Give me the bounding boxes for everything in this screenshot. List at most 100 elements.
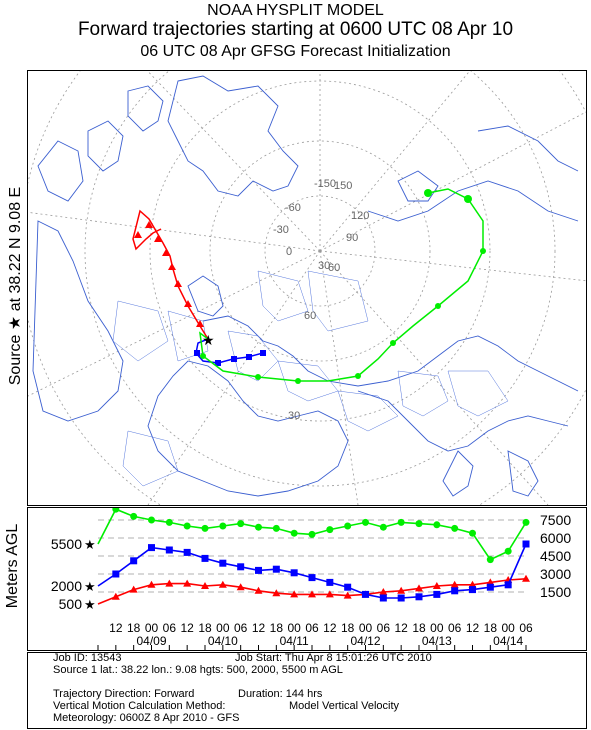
start-star-icon: ★ bbox=[84, 537, 96, 552]
vertical-method-value: Model Vertical Velocity bbox=[289, 700, 400, 712]
series-point-blue bbox=[237, 563, 245, 571]
series-point-blue bbox=[219, 559, 227, 567]
y-tick-left: 5500 bbox=[51, 536, 82, 552]
series-point-green bbox=[272, 524, 280, 532]
grid-label: 30 bbox=[288, 410, 300, 422]
x-tick-hour: 18 bbox=[412, 621, 426, 635]
series-point-red bbox=[290, 590, 299, 598]
duration: Duration: 144 hrs bbox=[238, 688, 323, 700]
series-point-green bbox=[504, 547, 512, 555]
series-point-red bbox=[522, 574, 530, 582]
series-point-red bbox=[486, 578, 495, 586]
longitude-lines bbox=[17, 60, 589, 506]
source-star-icon: ★ bbox=[202, 332, 215, 348]
x-tick-hour: 18 bbox=[340, 621, 355, 635]
x-date-label: 04/12 bbox=[350, 634, 381, 648]
job-info-panel: Job ID: 13543 Job Start: Thu Apr 8 15:01… bbox=[27, 652, 587, 729]
series-point-green bbox=[183, 522, 191, 530]
x-tick-hour: 12 bbox=[180, 621, 194, 635]
x-tick-hour: 12 bbox=[251, 621, 266, 635]
series-point-blue bbox=[326, 578, 334, 586]
series-point-blue bbox=[344, 583, 352, 591]
start-star-icon: ★ bbox=[84, 597, 96, 612]
series-point-red bbox=[272, 589, 281, 597]
series-point-red bbox=[415, 584, 423, 592]
series-point-blue bbox=[130, 557, 138, 565]
series-point-red bbox=[432, 582, 441, 589]
grid-label: -150 bbox=[314, 178, 336, 190]
y-tick-right: 3000 bbox=[540, 566, 571, 582]
series-point-green bbox=[130, 512, 138, 520]
y-tick-left: 2000 bbox=[51, 578, 82, 594]
series-point-red bbox=[147, 580, 156, 588]
x-tick-hour: 12 bbox=[109, 621, 123, 635]
series-point-blue bbox=[183, 548, 191, 556]
grid-label: 60 bbox=[304, 310, 316, 322]
coastlines bbox=[32, 75, 579, 497]
series-point-red bbox=[450, 580, 459, 588]
series-point-red bbox=[343, 591, 352, 599]
series-point-green bbox=[326, 526, 334, 534]
series-point-blue bbox=[148, 544, 155, 552]
source-location-label: Source ★ at 38.22 N 9.08 E bbox=[7, 186, 24, 386]
grid-label: -60 bbox=[285, 202, 301, 214]
x-tick-hour: 18 bbox=[483, 621, 497, 635]
series-point-red bbox=[468, 580, 477, 588]
series-point-green bbox=[308, 530, 316, 538]
series-point-red bbox=[379, 588, 388, 595]
series-point-green bbox=[433, 521, 441, 529]
trajectory-green-line bbox=[199, 188, 484, 382]
trajectory-direction: Trajectory Direction: Forward bbox=[53, 688, 195, 700]
series-point-blue bbox=[165, 546, 173, 554]
y-tick-right: 1500 bbox=[540, 584, 571, 600]
series-point-green bbox=[379, 523, 387, 531]
series-point-blue bbox=[272, 565, 280, 573]
series-point-red bbox=[165, 579, 174, 587]
source-info: Source 1 lat.: 38.22 lon.: 9.08 hgts: 50… bbox=[53, 664, 343, 676]
series-point-red bbox=[397, 586, 406, 594]
job-start: Job Start: Thu Apr 8 15:01:26 UTC 2010 bbox=[235, 652, 432, 664]
series-point-green bbox=[522, 518, 530, 526]
series-point-blue bbox=[112, 570, 120, 578]
grid-label: 120 bbox=[351, 210, 369, 222]
x-tick-hour: 06 bbox=[305, 621, 319, 635]
grid-label: 60 bbox=[328, 262, 340, 274]
series-point-red bbox=[236, 583, 245, 591]
y-tick-right: 4500 bbox=[540, 548, 571, 564]
grid-label: -30 bbox=[273, 224, 289, 236]
series-point-green bbox=[451, 524, 459, 532]
borders bbox=[112, 270, 509, 487]
x-date-label: 04/10 bbox=[207, 634, 238, 648]
grid-label: 0 bbox=[286, 246, 292, 258]
series-point-blue bbox=[433, 590, 441, 598]
series-point-green bbox=[148, 516, 155, 524]
y-tick-right: 7500 bbox=[540, 512, 571, 528]
x-tick-hour: 18 bbox=[198, 621, 212, 635]
trajectory-red-markers bbox=[134, 221, 204, 327]
x-tick-hour: 00 bbox=[501, 621, 515, 635]
series-point-green bbox=[201, 524, 209, 532]
series-point-blue bbox=[379, 594, 387, 602]
vertical-method-label: Vertical Motion Calculation Method: bbox=[53, 700, 226, 712]
series-point-green bbox=[344, 522, 352, 530]
series-point-blue bbox=[504, 581, 512, 589]
series-point-blue bbox=[255, 566, 262, 574]
x-tick-hour: 18 bbox=[269, 621, 283, 635]
x-tick-hour: 06 bbox=[376, 621, 390, 635]
series-line-blue bbox=[97, 543, 527, 599]
series-point-red bbox=[183, 579, 192, 587]
height-chart: 7500 6000 4500 3000 1500 5500 ★ 2000 ★ 500 ★ bbox=[27, 505, 587, 651]
series-point-blue bbox=[201, 554, 209, 562]
map-canvas: -150 150 -60 120 -30 90 0 30 60 60 30 bbox=[17, 0, 591, 552]
series-point-red bbox=[308, 590, 316, 598]
x-date-label: 04/13 bbox=[421, 634, 452, 648]
title-model: NOAA HYSPLIT MODEL bbox=[207, 2, 384, 19]
series-point-green bbox=[237, 520, 245, 528]
series-point-green bbox=[112, 505, 120, 513]
trajectory-green-markers bbox=[200, 189, 486, 384]
series-point-red bbox=[254, 586, 263, 594]
series-point-green bbox=[290, 529, 298, 537]
series-point-blue bbox=[469, 586, 476, 594]
job-id: Job ID: 13543 bbox=[53, 652, 122, 664]
title-trajectories: Forward trajectories starting at 0600 UT… bbox=[77, 19, 514, 40]
